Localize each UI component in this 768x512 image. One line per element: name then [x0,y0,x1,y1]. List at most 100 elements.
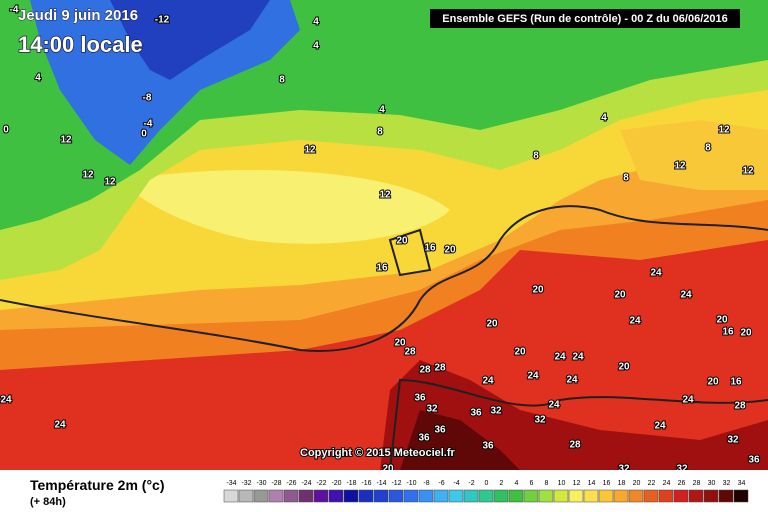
legend-swatch [358,489,374,503]
legend-swatch [658,489,674,503]
legend-swatch [328,489,344,503]
map-label: 12 [379,190,391,201]
legend-swatch [223,489,239,503]
temp-zone [620,120,768,190]
legend-swatch [523,489,539,503]
legend-swatch [598,489,614,503]
map-label: 20 [486,319,498,330]
map-label: 12 [60,135,72,146]
legend-swatch [268,489,284,503]
legend-tick-label: 34 [738,480,746,487]
map-label: 20 [394,338,406,349]
map-label: 24 [629,316,641,327]
map-label: 8 [705,143,711,154]
map-label: 24 [527,371,539,382]
legend-tick-label: -2 [468,480,474,487]
legend-tick-label: 18 [618,480,626,487]
map-label: 36 [434,425,446,436]
legend-tick-label: 2 [500,480,504,487]
legend-swatch [343,489,359,503]
legend-swatch [448,489,464,503]
map-label: 20 [514,347,526,358]
map-label: 28 [569,440,581,451]
copyright: Copyright © 2015 Meteociel.fr [300,447,456,459]
map-label: 36 [470,408,482,419]
legend-tick-label: -10 [406,480,416,487]
map-label: 20 [707,377,719,388]
map-label: 4 [601,113,607,124]
map-label: 24 [0,395,12,406]
run-box [430,9,740,28]
legend-tick-label: -14 [376,480,386,487]
map-label: -4 [10,5,19,16]
legend-swatch [418,489,434,503]
map-label: 20 [716,315,728,326]
legend-swatch [508,489,524,503]
legend-tick-label: 26 [678,480,686,487]
map-label: 20 [444,245,456,256]
legend-swatch [628,489,644,503]
lead-time: (+ 84h) [30,496,66,508]
legend-tick-label: 32 [723,480,731,487]
map-label: 0 [141,129,147,140]
map-label: 16 [376,263,388,274]
map-label: 12 [304,145,316,156]
run-info: Ensemble GEFS (Run de contrôle) - 00 Z d… [442,13,727,25]
legend-title: Température 2m (°c) [30,477,165,493]
map-label: 36 [414,393,426,404]
legend-swatch [253,489,269,503]
map-label: 32 [727,435,739,446]
legend-tick-label: 16 [603,480,611,487]
temp-zone [120,170,450,244]
map-label: 4 [379,105,385,116]
map-label: 4 [35,73,41,84]
date: Jeudi 9 juin 2016 [18,7,138,24]
legend-swatch [718,489,734,503]
legend-swatch [238,489,254,503]
map-label: 20 [614,290,626,301]
map-label: 24 [548,400,560,411]
map-label: 12 [742,166,754,177]
legend-swatch [283,489,299,503]
map-label: 24 [682,395,694,406]
legend-swatch [568,489,584,503]
legend-tick-label: 6 [530,480,534,487]
legend-swatch [643,489,659,503]
legend-tick-label: -26 [286,480,296,487]
map-label: 12 [104,177,116,188]
legend-tick-label: 20 [633,480,641,487]
legend-swatch [478,489,494,503]
legend-swatch [313,489,329,503]
legend-swatch [703,489,719,503]
map-label: 8 [279,75,285,86]
legend-swatch [538,489,554,503]
map-label: 20 [618,362,630,373]
legend-tick-label: -22 [316,480,326,487]
legend-tick-label: -18 [346,480,356,487]
map-label: 0 [3,125,9,136]
map-label: 28 [419,365,431,376]
map-label: 28 [734,401,746,412]
legend-tick-label: -12 [391,480,401,487]
map-label: 12 [718,125,730,136]
legend-swatch [493,489,509,503]
legend-swatch [403,489,419,503]
map-label: 24 [566,375,578,386]
coastline [0,205,768,471]
legend-swatch [433,489,449,503]
legend-swatch [463,489,479,503]
legend-tick-label: -6 [438,480,444,487]
map-label: 36 [748,455,760,466]
map-label: 24 [650,268,662,279]
temp-zone [30,0,300,165]
legend-tick-label: 14 [588,480,596,487]
map-label: 32 [490,406,502,417]
legend-tick-label: 0 [485,480,489,487]
map-label: 20 [396,236,408,247]
map-label: 8 [377,127,383,138]
legend-tick-label: 28 [693,480,701,487]
local-time: 14:00 locale [18,32,143,57]
map-label: 24 [482,376,494,387]
map-label: 20 [532,285,544,296]
